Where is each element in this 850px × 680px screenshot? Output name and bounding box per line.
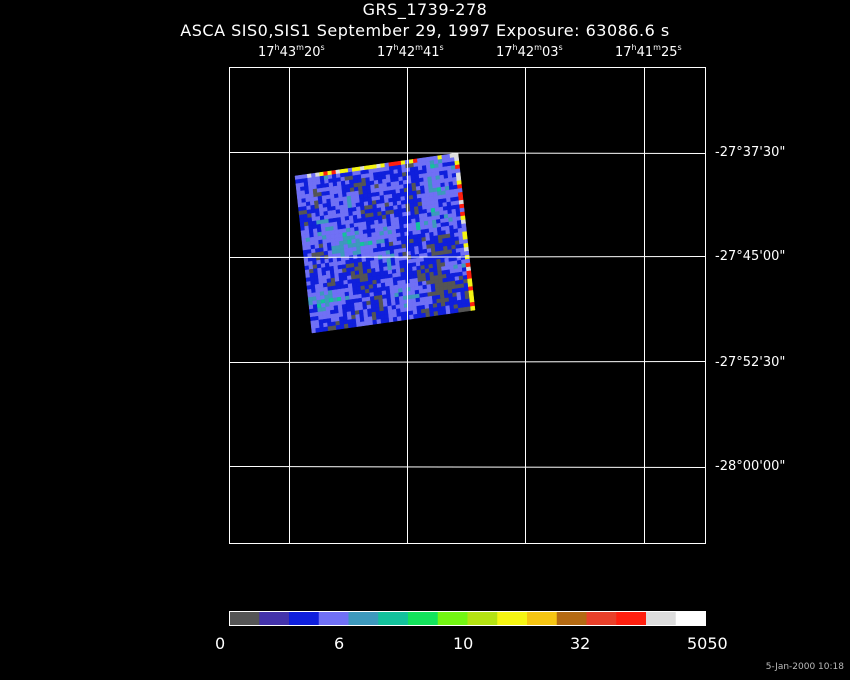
image-pixel <box>347 323 354 329</box>
timestamp: 5-Jan-2000 10:18 <box>765 662 844 672</box>
image-pixel <box>462 306 468 313</box>
image-pixel <box>364 320 370 326</box>
image-pixel <box>319 327 325 333</box>
colorbar-segment <box>467 611 498 626</box>
image-pixel <box>388 317 394 323</box>
image-pixel <box>453 308 459 314</box>
ra-tick-label: 17h42m03s <box>496 43 563 60</box>
plot-title: GRS_1739-278 <box>362 0 488 19</box>
colorbar-tick-label: 5050 <box>687 634 728 653</box>
image-pixel <box>437 310 443 316</box>
colorbar-segment <box>556 611 587 626</box>
image-pixel <box>441 309 447 315</box>
image-pixel <box>343 323 349 329</box>
grid-line <box>229 466 706 468</box>
image-pixel <box>356 321 362 327</box>
colorbar-segment <box>527 611 558 626</box>
image-pixel <box>315 327 321 333</box>
colorbar-segment <box>318 611 349 626</box>
dec-tick-label: -27°45'00" <box>715 249 786 264</box>
image-pixel <box>392 316 398 322</box>
image-pixel <box>384 317 390 323</box>
image-pixel <box>400 315 406 321</box>
image-pixel <box>396 316 402 322</box>
plot-frame <box>229 67 706 544</box>
image-pixel <box>352 322 358 328</box>
colorbar-segment <box>497 611 528 626</box>
grid-line <box>229 152 706 154</box>
image-pixel <box>409 314 415 320</box>
image-pixel <box>470 305 476 311</box>
image-pixel <box>335 324 341 330</box>
image-pixel <box>311 328 317 334</box>
image-pixel <box>327 325 333 331</box>
colorbar-segment <box>675 611 706 626</box>
colorbar-segment <box>616 611 647 626</box>
colorbar-segment <box>408 611 439 626</box>
image-pixel <box>449 308 455 314</box>
ra-tick-label: 17h41m25s <box>615 43 682 60</box>
colorbar-segment <box>378 611 409 626</box>
colorbar-tick-label: 6 <box>334 634 345 653</box>
image-pixel <box>445 309 451 315</box>
dec-tick-label: -27°37'30" <box>715 145 786 160</box>
ra-tick-label: 17h43m20s <box>258 43 325 60</box>
colorbar-tick-label: 32 <box>570 634 591 653</box>
exposure-image <box>294 152 476 334</box>
image-pixel <box>360 321 366 327</box>
colorbar-frame <box>229 611 706 626</box>
image-pixel <box>380 318 386 324</box>
dec-tick-label: -27°52'30" <box>715 355 786 370</box>
colorbar-segment <box>646 611 677 626</box>
image-pixel <box>323 326 329 332</box>
image-pixel <box>368 320 374 326</box>
image-pixel <box>417 313 423 319</box>
image-pixel <box>413 313 419 319</box>
colorbar-segment <box>259 611 290 626</box>
colorbar-segment <box>229 611 260 626</box>
grid-line <box>229 256 706 258</box>
colorbar-segment <box>437 611 468 626</box>
image-pixel <box>339 324 345 330</box>
image-pixel <box>376 319 382 325</box>
grid-line <box>229 361 706 363</box>
colorbar-tick-label: 10 <box>453 634 474 653</box>
plot-subtitle: ASCA SIS0,SIS1 September 29, 1997 Exposu… <box>180 21 670 40</box>
colorbar-segment <box>289 611 320 626</box>
image-pixel <box>429 311 435 317</box>
image-pixel <box>466 306 472 312</box>
colorbar <box>229 611 706 626</box>
image-pixel <box>331 325 337 331</box>
colorbar-tick-label: 0 <box>215 634 226 653</box>
coordinate-grid <box>229 67 706 544</box>
image-pixel <box>372 319 378 325</box>
image-pixel <box>425 312 431 318</box>
image-pixel <box>421 312 427 318</box>
dec-tick-label: -28°00'00" <box>715 459 786 474</box>
image-pixel <box>458 307 464 313</box>
ra-tick-label: 17h42m41s <box>377 43 444 60</box>
image-pixel <box>433 310 439 317</box>
colorbar-segment <box>586 611 617 626</box>
colorbar-segment <box>348 611 379 626</box>
